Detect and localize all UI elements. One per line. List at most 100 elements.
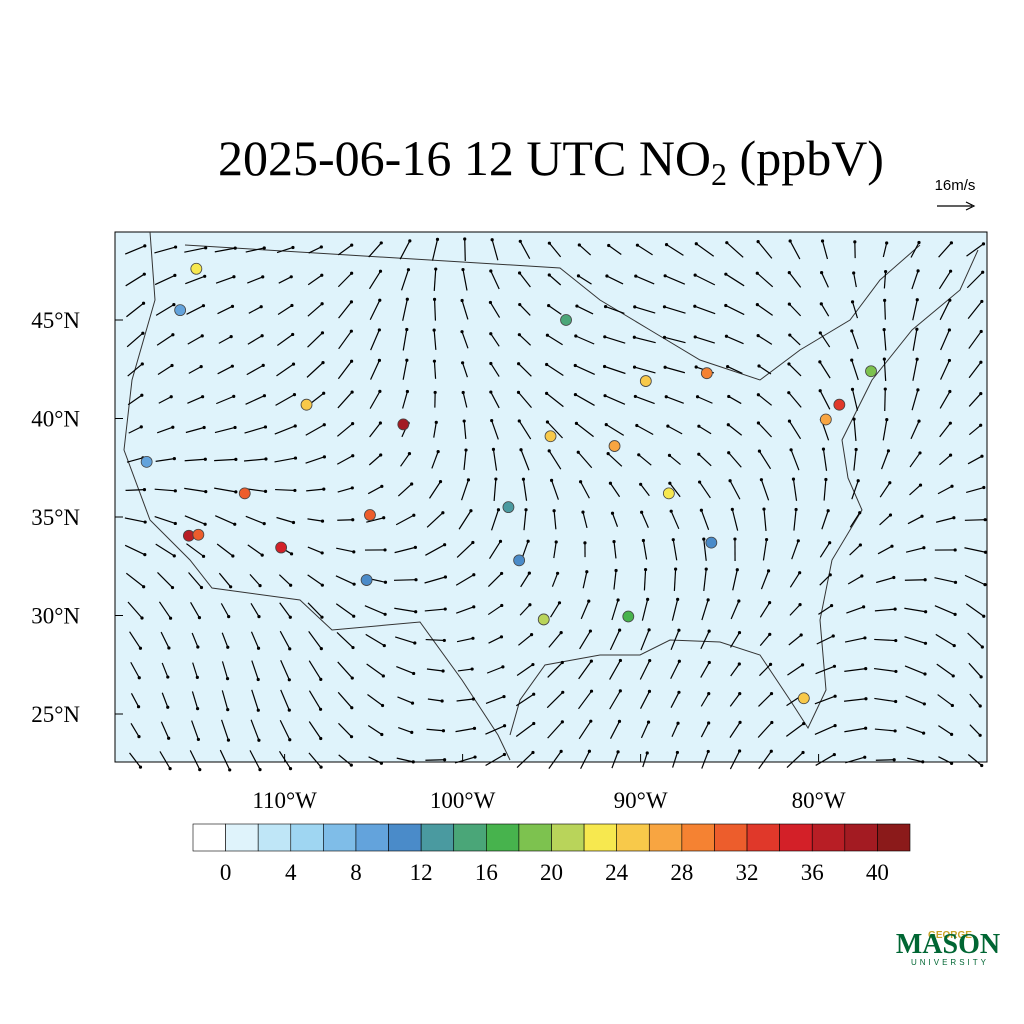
colorbar-swatch bbox=[616, 823, 650, 852]
wind-arrow-head bbox=[647, 628, 651, 632]
wind-arrow bbox=[397, 483, 413, 497]
wind-arrow bbox=[548, 632, 562, 648]
wind-arrow-head bbox=[560, 720, 564, 724]
wind-arrow bbox=[306, 488, 324, 492]
wind-arrow bbox=[966, 243, 984, 257]
wind-arrow-head bbox=[787, 419, 792, 423]
wind-arrow-head bbox=[263, 489, 268, 494]
wind-arrow-head bbox=[233, 522, 237, 526]
wind-arrow-head bbox=[322, 455, 326, 459]
wind-arrow-head bbox=[201, 554, 206, 558]
wind-arrow-head bbox=[669, 509, 673, 513]
wind-arrow bbox=[667, 425, 683, 435]
wind-arrow bbox=[575, 364, 595, 376]
wind-arrow-head bbox=[894, 699, 898, 704]
wind-arrow bbox=[968, 393, 982, 407]
colorbar-swatch bbox=[388, 823, 422, 852]
wind-arrow bbox=[613, 541, 617, 559]
wind-arrow-head bbox=[517, 271, 522, 275]
wind-arrow bbox=[250, 603, 260, 617]
wind-arrow bbox=[968, 424, 982, 436]
wind-arrow bbox=[336, 547, 354, 553]
wind-arrow-head bbox=[727, 394, 731, 399]
wind-arrow bbox=[551, 480, 559, 500]
wind-arrow-head bbox=[293, 456, 298, 460]
wind-arrow-head bbox=[643, 567, 648, 572]
lat-label: 40°N bbox=[31, 407, 80, 432]
wind-arrow bbox=[215, 515, 235, 525]
wind-arrow bbox=[912, 329, 918, 351]
wind-arrow-head bbox=[555, 571, 560, 575]
wind-arrow-head bbox=[560, 660, 564, 665]
wind-arrow bbox=[128, 426, 142, 434]
wind-arrow-head bbox=[577, 243, 581, 247]
wind-arrow-head bbox=[755, 303, 759, 307]
wind-arrow-head bbox=[850, 329, 854, 333]
wind-arrow bbox=[520, 449, 530, 471]
wind-arrow bbox=[279, 602, 291, 618]
wind-arrow-head bbox=[143, 520, 147, 524]
wind-arrow-head bbox=[320, 331, 325, 335]
wind-arrow bbox=[402, 360, 408, 380]
wind-arrow-head bbox=[588, 629, 592, 633]
wind-arrow-head bbox=[610, 511, 615, 515]
wind-arrow bbox=[669, 482, 681, 498]
wind-arrow-head bbox=[406, 268, 411, 272]
wind-arrow-head bbox=[518, 239, 522, 243]
wind-arrow-head bbox=[320, 615, 324, 619]
wind-arrow bbox=[547, 334, 563, 346]
wind-arrow-head bbox=[169, 395, 173, 399]
wind-arrow bbox=[308, 660, 322, 680]
wind-arrow-head bbox=[648, 658, 652, 663]
wind-arrow-head bbox=[618, 628, 622, 632]
wind-arrow-head bbox=[170, 363, 174, 368]
wind-arrow bbox=[609, 660, 621, 680]
wind-arrow-head bbox=[496, 508, 501, 512]
wind-arrow bbox=[580, 600, 590, 620]
wind-arrow-head bbox=[890, 544, 894, 548]
colorbar-label: 40 bbox=[866, 860, 889, 885]
wind-arrow-head bbox=[141, 301, 146, 305]
wind-arrow-head bbox=[587, 599, 591, 603]
wind-arrow bbox=[730, 663, 740, 677]
station bbox=[662, 487, 675, 500]
wind-arrow bbox=[762, 539, 768, 561]
wind-arrow bbox=[395, 636, 415, 644]
wind-arrow-head bbox=[413, 641, 417, 645]
wind-arrow-head bbox=[737, 749, 742, 753]
wind-arrow-head bbox=[768, 632, 772, 636]
wind-arrow bbox=[853, 449, 857, 471]
wind-arrow-head bbox=[728, 479, 732, 483]
wind-arrow-head bbox=[632, 335, 636, 339]
wind-arrow bbox=[756, 272, 774, 288]
wind-arrow bbox=[157, 572, 173, 588]
wind-arrow-head bbox=[576, 274, 581, 278]
wind-arrow-head bbox=[532, 692, 536, 696]
wind-arrow-head bbox=[293, 488, 297, 493]
wind-arrow-head bbox=[293, 424, 297, 428]
wind-arrow-head bbox=[488, 300, 493, 305]
wind-arrow-head bbox=[885, 417, 889, 422]
wind-arrow bbox=[967, 301, 983, 319]
wind-arrow-head bbox=[863, 755, 867, 759]
wind-arrow-head bbox=[864, 726, 868, 730]
wind-arrow-head bbox=[699, 508, 703, 512]
wind-arrow-head bbox=[289, 275, 293, 279]
station bbox=[833, 398, 846, 411]
wind-arrow-head bbox=[498, 539, 503, 543]
wind-arrow-head bbox=[707, 692, 711, 696]
wind-arrow-head bbox=[167, 646, 171, 650]
wind-arrow bbox=[426, 728, 444, 732]
wind-arrow-head bbox=[352, 582, 356, 586]
wind-arrow-head bbox=[894, 638, 898, 643]
colorbar-label: 4 bbox=[285, 860, 297, 885]
wind-arrow bbox=[394, 607, 416, 613]
wind-arrow-head bbox=[581, 510, 585, 514]
wind-arrow-head bbox=[545, 333, 550, 337]
wind-arrow-head bbox=[917, 240, 921, 245]
wind-arrow bbox=[244, 426, 266, 434]
colorbar-swatch bbox=[746, 823, 780, 852]
wind-arrow bbox=[216, 543, 234, 557]
wind-arrow-head bbox=[821, 447, 826, 451]
wind-arrow-head bbox=[829, 603, 834, 608]
